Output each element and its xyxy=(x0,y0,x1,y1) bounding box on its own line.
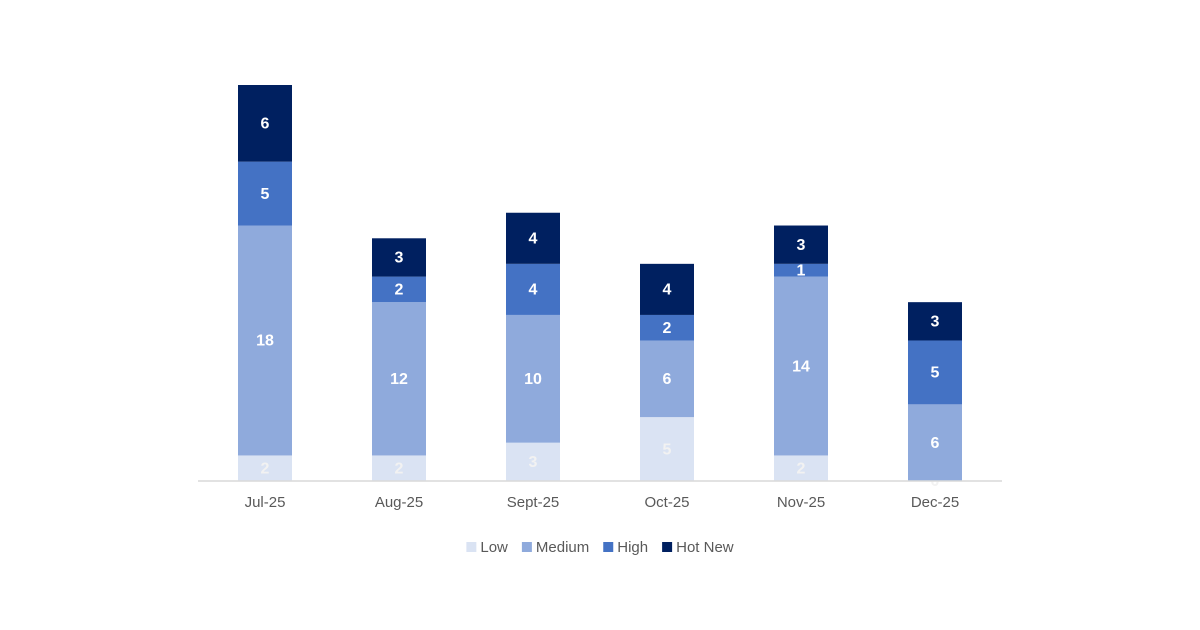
value-label: 4 xyxy=(529,231,538,248)
value-label: 5 xyxy=(261,186,270,203)
legend-label: Low xyxy=(480,539,508,556)
bar-segment xyxy=(372,455,426,481)
bar-segment xyxy=(908,302,962,341)
x-tick-label: Aug-25 xyxy=(375,494,423,511)
bar-segment xyxy=(774,455,828,481)
bar-segment xyxy=(908,404,962,481)
value-label: 10 xyxy=(524,371,542,388)
bar-segment xyxy=(238,161,292,226)
value-label: 14 xyxy=(792,358,810,375)
value-label: 6 xyxy=(931,435,940,452)
value-label: 6 xyxy=(261,116,270,133)
value-label: 6 xyxy=(663,371,672,388)
value-label: 4 xyxy=(663,282,672,299)
bar-segment xyxy=(506,212,560,264)
value-label: 2 xyxy=(395,460,404,477)
bar-segment xyxy=(372,238,426,277)
value-label: 2 xyxy=(395,282,404,299)
value-label: 5 xyxy=(931,365,940,382)
value-label: 5 xyxy=(663,441,672,458)
x-tick-label: Dec-25 xyxy=(911,494,959,511)
legend-swatch xyxy=(521,542,532,552)
value-label: 2 xyxy=(261,460,270,477)
legend-label: High xyxy=(617,539,648,556)
value-label: 1 xyxy=(797,262,806,279)
x-tick-label: Sept-25 xyxy=(507,494,560,511)
value-label: 3 xyxy=(931,314,940,331)
bar-segment xyxy=(640,417,694,481)
bar-segment xyxy=(774,276,828,456)
bar-segment xyxy=(640,340,694,418)
bar-segment xyxy=(372,302,426,456)
bar-segment xyxy=(238,225,292,456)
bar-segment xyxy=(238,85,292,162)
bar-segment xyxy=(774,225,828,264)
legend-swatch xyxy=(603,542,614,552)
legend-swatch xyxy=(662,542,673,552)
value-label: 3 xyxy=(529,454,538,471)
bar-segment xyxy=(640,263,694,315)
legend-label: Medium xyxy=(536,539,589,556)
bar-segment xyxy=(506,442,560,481)
legend-swatch xyxy=(466,542,477,552)
value-label: 2 xyxy=(797,460,806,477)
value-label: 18 xyxy=(256,333,274,350)
bar-segment xyxy=(238,455,292,481)
value-label: 2 xyxy=(663,320,672,337)
value-label: 12 xyxy=(390,371,408,388)
x-tick-label: Nov-25 xyxy=(777,494,825,511)
bar-segment xyxy=(640,314,694,341)
x-tick-label: Jul-25 xyxy=(245,494,286,511)
value-label: 3 xyxy=(395,250,404,267)
bar-segment xyxy=(506,263,560,315)
bar-segment xyxy=(506,314,560,443)
bar-segment xyxy=(372,276,426,303)
x-tick-label: Oct-25 xyxy=(644,494,689,511)
value-label: 4 xyxy=(529,282,538,299)
bar-segment xyxy=(774,263,828,277)
value-label: 3 xyxy=(797,237,806,254)
bar-segment xyxy=(908,340,962,405)
legend-label: Hot New xyxy=(676,539,734,556)
